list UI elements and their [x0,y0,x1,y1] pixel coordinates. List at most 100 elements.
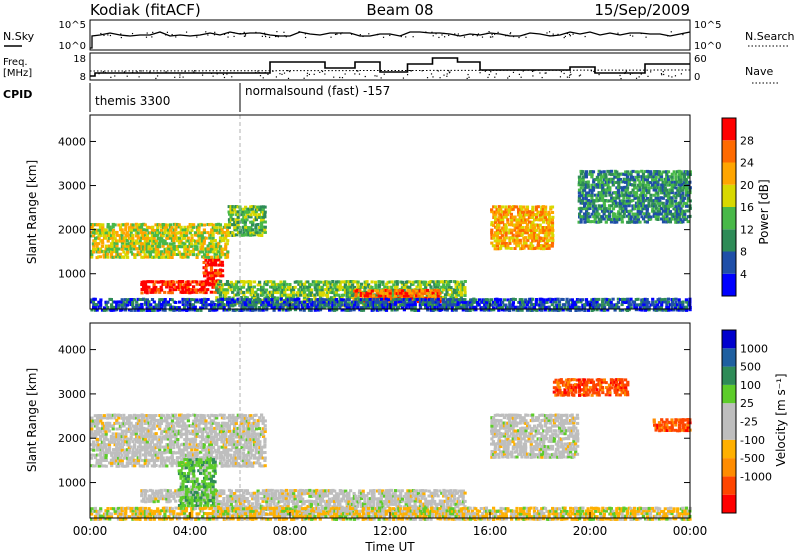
power-cells-cell [210,255,214,259]
power-cells-cell [144,283,148,287]
power-cells-cell [165,303,169,307]
power-cells-cell [186,280,190,284]
power-cells-cell [172,305,176,309]
power-cells-cell [356,296,360,300]
power-cells-cell [542,226,546,229]
power-cells-cell [645,178,649,182]
power-cells-cell [329,300,333,304]
power-cells-cell [259,215,263,219]
freq-point [126,75,128,77]
power-cells-cell [525,244,530,248]
power-cells-cell [674,306,678,310]
power-cells-cell [104,244,108,248]
power-cells-cell [345,305,349,309]
power-cells-cell [120,228,124,232]
vel-cells-cell [102,464,106,468]
vel-cells-cell [117,442,121,446]
power-cells-cell [313,300,317,304]
y-tick-label: 1000 [58,268,86,281]
power-cells-cell [108,225,112,229]
power-cells-cell [454,303,458,307]
power-cells-cell [306,303,310,306]
power-cells-cell [270,296,274,300]
power-cells-cell [126,250,130,254]
power-cells-cell [98,223,103,227]
power-cells-cell [504,231,508,235]
power-cells-cell [211,250,215,254]
nsky-point [255,31,257,34]
power-cells-cell [490,210,494,214]
vel-cells-cell [122,429,126,433]
power-cells-cell [204,291,208,295]
power-cells-cell [168,308,172,312]
nsky-point [438,36,440,39]
power-cells-cell [515,226,519,230]
power-cells-cell [481,300,485,304]
power-cells-cell [170,291,174,295]
power-cells-cell [670,175,674,179]
freq-point [216,73,218,75]
power-cells-cell [670,306,674,309]
power-cells-cell [543,218,547,222]
power-cells-cell [282,300,287,304]
freq-point [193,71,195,73]
power-cells-cell [429,291,433,295]
freq-point [568,76,570,78]
power-cells-cell [175,247,179,251]
power-cells-cell [158,245,162,249]
power-cells-cell [147,308,151,312]
power-cells-cell [175,225,179,229]
power-cells-cell [583,183,587,187]
vel-cells-cell [106,416,110,420]
vel-cells-cell [104,432,108,436]
power-cells-cell [616,212,621,216]
power-cells-cell [454,296,458,300]
power-cells-cell [125,303,130,307]
power-cells-cell [136,247,140,251]
power-cells-cell [406,292,410,295]
power-cells-cell [174,306,178,310]
power-cells-cell [97,255,101,259]
power-cells-cell [242,228,246,232]
power-cells-cell [422,289,426,293]
power-cells-cell [681,194,685,198]
power-cells-cell [492,236,496,240]
power-cells-cell [674,172,678,176]
nsky-point [382,36,385,38]
power-cells-cell [443,306,448,309]
power-cells-cell [649,186,653,190]
power-cells-cell [306,288,310,292]
power-cells-cell [501,205,505,209]
power-cells-cell [179,239,183,243]
power-cells-cell [254,215,258,219]
power-cells-cell [442,288,446,292]
power-cells-cell [190,242,194,246]
vel-cells-cell [113,421,117,425]
vel-cells-cell [115,443,119,446]
power-cells-cell [327,297,331,301]
power-cells-cell [177,231,181,235]
power-cells-cell [227,308,231,312]
power-cells-cell [151,256,155,259]
power-cells-cell [452,296,456,300]
vel-cells-cell [124,416,128,420]
power-cells-cell [124,228,128,232]
power-cells-cell [424,298,428,302]
power-cells-cell [242,233,246,237]
nsky-point [640,32,642,35]
power-cells-cell [665,191,669,194]
power-cells-cell [661,180,665,184]
power-cells-cell [636,210,640,213]
power-cells-cell [635,196,639,200]
freq-point [324,73,326,75]
power-cells-cell [686,209,691,213]
power-cells-cell [347,305,351,309]
power-cells-cell [418,306,423,309]
power-cells-cell [236,221,240,224]
vel-cells-cell [100,440,104,444]
power-cells-cell [532,228,537,232]
power-cells-cell [236,210,240,214]
power-cells-cell [349,280,353,283]
power-cells-cell [665,215,669,218]
power-cells-cell [191,250,195,253]
